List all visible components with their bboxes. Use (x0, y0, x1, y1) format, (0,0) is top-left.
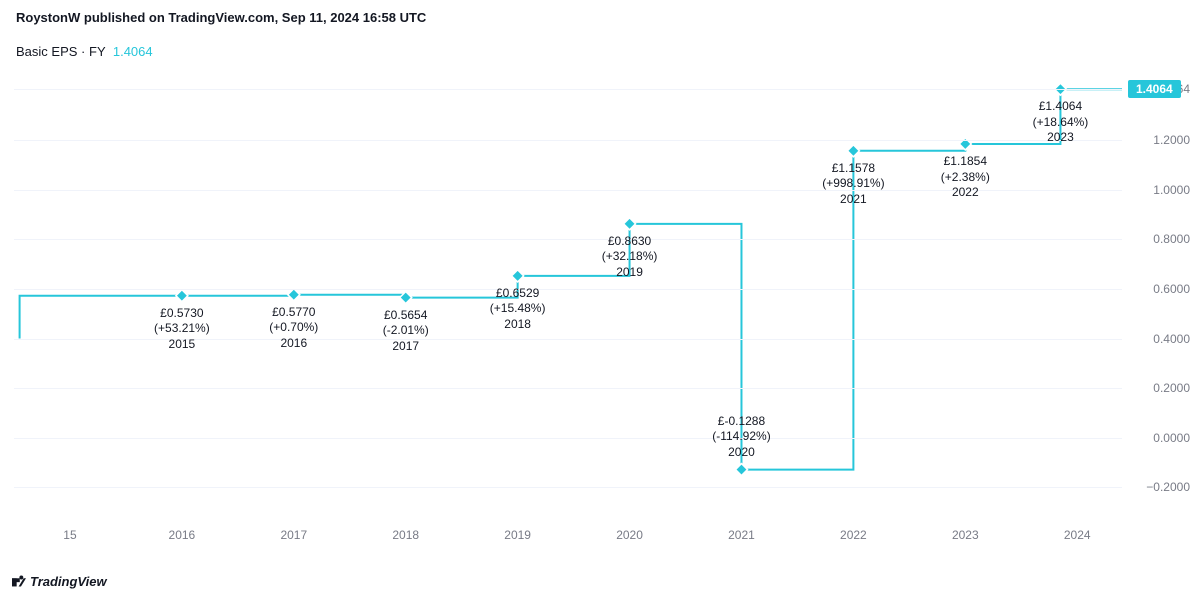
data-label-year: 2020 (712, 445, 770, 461)
data-label-change: (+2.38%) (941, 170, 990, 186)
brand-text: TradingView (30, 574, 107, 589)
data-label-price: £0.5654 (383, 308, 429, 324)
data-label-year: 2022 (941, 185, 990, 201)
data-label-price: £-0.1288 (712, 414, 770, 430)
legend[interactable]: Basic EPS · FY 1.4064 (16, 44, 153, 59)
current-value-tag: 1.4064 (1128, 80, 1181, 98)
data-label-year: 2016 (269, 336, 318, 352)
x-tick-label: 2024 (1064, 528, 1091, 542)
legend-period: FY (89, 44, 106, 59)
data-label-price: £1.1578 (822, 161, 884, 177)
y-tick-label: 0.2000 (1130, 381, 1190, 395)
data-marker[interactable] (400, 292, 412, 304)
data-label-change: (+15.48%) (490, 301, 546, 317)
x-tick-label: 2023 (952, 528, 979, 542)
grid-line (14, 388, 1122, 389)
plot-area[interactable]: £0.5730(+53.21%)2015£0.5770(+0.70%)2016£… (14, 66, 1122, 512)
y-tick-label: 0.4000 (1130, 332, 1190, 346)
grid-line (14, 289, 1122, 290)
data-label: £0.6529(+15.48%)2018 (490, 286, 546, 333)
x-tick-label: 2019 (504, 528, 531, 542)
data-label-change: (+53.21%) (154, 321, 210, 337)
x-tick-label: 2022 (840, 528, 867, 542)
data-label-year: 2018 (490, 317, 546, 333)
data-label: £0.5654(-2.01%)2017 (383, 308, 429, 355)
data-label-change: (+998.91%) (822, 176, 884, 192)
data-label-year: 2019 (602, 265, 658, 281)
data-marker[interactable] (512, 270, 524, 282)
y-tick-label: 1.0000 (1130, 183, 1190, 197)
data-label-change: (-2.01%) (383, 323, 429, 339)
grid-line (14, 140, 1122, 141)
data-label-change: (+32.18%) (602, 249, 658, 265)
x-axis: 15 2016 2017 2018 2019 2020 2021 2022 2023 2024 (14, 528, 1122, 548)
legend-sep: · (81, 44, 89, 59)
data-label-price: £1.4064 (1033, 99, 1089, 115)
x-tick-label: 2020 (616, 528, 643, 542)
y-tick-label: 0.8000 (1130, 232, 1190, 246)
data-label: £0.5770(+0.70%)2016 (269, 305, 318, 352)
grid-line (14, 89, 1122, 90)
y-tick-label: 0.0000 (1130, 431, 1190, 445)
data-label-change: (+18.64%) (1033, 115, 1089, 131)
grid-line (14, 487, 1122, 488)
data-label: £0.8630(+32.18%)2019 (602, 234, 658, 281)
data-label: £1.1854(+2.38%)2022 (941, 154, 990, 201)
grid-line (14, 438, 1122, 439)
data-label-change: (+0.70%) (269, 320, 318, 336)
series-line (20, 89, 1122, 469)
publish-info: RoystonW published on TradingView.com, S… (16, 10, 426, 25)
data-label: £1.1578(+998.91%)2021 (822, 161, 884, 208)
x-tick-label: 2018 (392, 528, 419, 542)
data-label-year: 2023 (1033, 130, 1089, 146)
data-label: £-0.1288(-114.92%)2020 (712, 414, 770, 461)
data-label: £0.5730(+53.21%)2015 (154, 306, 210, 353)
data-label-year: 2015 (154, 337, 210, 353)
data-label-year: 2021 (822, 192, 884, 208)
y-tick-label: 1.2000 (1130, 133, 1190, 147)
tradingview-icon (12, 574, 26, 588)
chart-container: RoystonW published on TradingView.com, S… (0, 0, 1200, 601)
y-tick-label: −0.2000 (1130, 480, 1190, 494)
data-marker[interactable] (847, 145, 859, 157)
x-tick-label: 2016 (169, 528, 196, 542)
x-tick-label: 15 (63, 528, 76, 542)
x-tick-label: 2021 (728, 528, 755, 542)
data-marker[interactable] (176, 290, 188, 302)
data-label-price: £0.5770 (269, 305, 318, 321)
data-label: £1.4064(+18.64%)2023 (1033, 99, 1089, 146)
data-label-price: £0.5730 (154, 306, 210, 322)
legend-value: 1.4064 (113, 44, 153, 59)
data-marker[interactable] (624, 218, 636, 230)
brand-footer[interactable]: TradingView (12, 574, 107, 589)
data-label-change: (-114.92%) (712, 429, 770, 445)
data-label-year: 2017 (383, 339, 429, 355)
data-label-price: £1.1854 (941, 154, 990, 170)
legend-series: Basic EPS (16, 44, 77, 59)
data-marker[interactable] (735, 464, 747, 476)
x-tick-label: 2017 (280, 528, 307, 542)
grid-line (14, 239, 1122, 240)
data-marker[interactable] (288, 289, 300, 301)
data-label-price: £0.6529 (490, 286, 546, 302)
y-tick-label: 0.6000 (1130, 282, 1190, 296)
data-label-price: £0.8630 (602, 234, 658, 250)
